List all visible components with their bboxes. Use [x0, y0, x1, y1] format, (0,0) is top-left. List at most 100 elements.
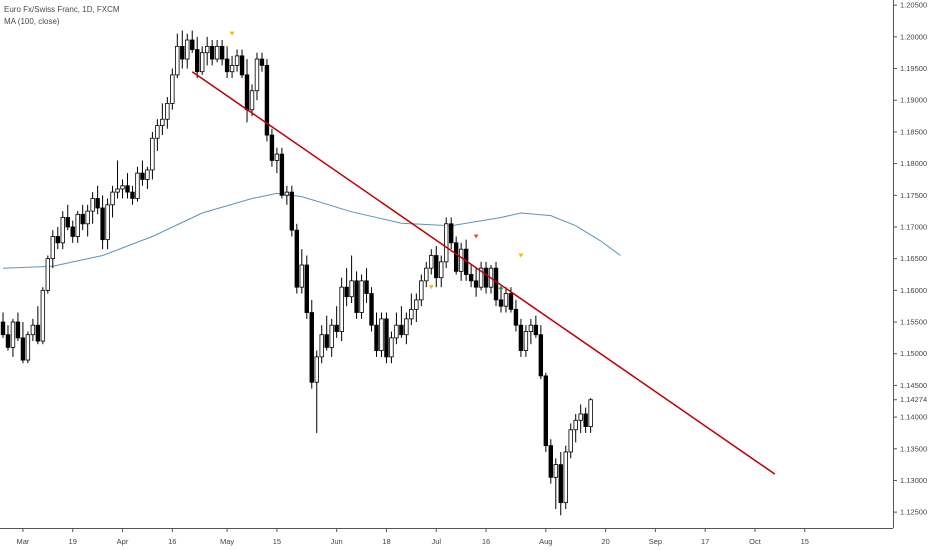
candle[interactable]: [75, 211, 80, 243]
candle[interactable]: [15, 312, 21, 342]
candle[interactable]: [369, 287, 374, 332]
candle[interactable]: [70, 220, 75, 243]
candle[interactable]: [90, 192, 95, 224]
candle[interactable]: [439, 255, 444, 288]
candle[interactable]: [399, 306, 404, 338]
time-axis[interactable]: Mar 19 Apr 16 May 15 Jun 18 Jul 16 Aug 20 Sep 17 Oct 15: [0, 528, 893, 546]
candle[interactable]: [364, 268, 369, 304]
candle[interactable]: [80, 204, 85, 231]
candle[interactable]: [473, 268, 479, 297]
candle[interactable]: [105, 198, 110, 250]
candle[interactable]: [349, 255, 354, 304]
candle[interactable]: [125, 173, 130, 199]
signal-down-marker[interactable]: [473, 234, 479, 239]
candle[interactable]: [224, 46, 230, 79]
candle[interactable]: [145, 166, 150, 189]
candle[interactable]: [389, 331, 394, 364]
candle[interactable]: [394, 312, 399, 345]
candle[interactable]: [553, 458, 558, 509]
plot-area[interactable]: [0, 30, 776, 516]
candle[interactable]: [424, 261, 429, 288]
candle[interactable]: [429, 249, 434, 275]
candle[interactable]: [309, 299, 314, 389]
candle[interactable]: [85, 204, 90, 237]
candle[interactable]: [219, 40, 225, 66]
candle[interactable]: [150, 131, 155, 180]
candle[interactable]: [130, 185, 135, 205]
signal-up-marker[interactable]: [498, 285, 504, 290]
candle[interactable]: [468, 265, 474, 288]
candle[interactable]: [175, 33, 180, 79]
candle[interactable]: [419, 274, 424, 307]
candle[interactable]: [100, 195, 105, 250]
candle[interactable]: [110, 185, 115, 218]
candle[interactable]: [414, 293, 419, 323]
candle[interactable]: [379, 312, 384, 357]
candle[interactable]: [209, 40, 215, 66]
candle[interactable]: [294, 223, 300, 294]
candle[interactable]: [538, 325, 544, 380]
candle[interactable]: [563, 445, 568, 509]
candle[interactable]: [244, 59, 250, 123]
candle[interactable]: [10, 318, 16, 357]
candle[interactable]: [195, 36, 200, 79]
candle[interactable]: [254, 52, 260, 101]
candle[interactable]: [239, 49, 245, 79]
candle[interactable]: [548, 439, 553, 484]
candle[interactable]: [229, 55, 235, 79]
candle[interactable]: [289, 185, 295, 237]
trendline[interactable]: [191, 71, 776, 475]
candle[interactable]: [498, 287, 504, 313]
candle[interactable]: [249, 84, 255, 117]
ma-100-line[interactable]: [2, 192, 621, 269]
candle[interactable]: [165, 97, 170, 129]
candle[interactable]: [319, 325, 324, 364]
candle[interactable]: [453, 236, 459, 275]
candle[interactable]: [483, 261, 489, 294]
signal-down-marker[interactable]: [518, 253, 524, 258]
candle[interactable]: [493, 261, 499, 307]
signal-down-marker[interactable]: [428, 285, 434, 290]
candle[interactable]: [170, 68, 175, 110]
candle[interactable]: [434, 245, 439, 288]
candle[interactable]: [314, 350, 319, 433]
candle[interactable]: [533, 315, 539, 338]
candle[interactable]: [60, 211, 65, 250]
candle[interactable]: [284, 185, 290, 205]
candle[interactable]: [35, 306, 41, 345]
candle[interactable]: [528, 318, 534, 345]
candle[interactable]: [0, 312, 6, 338]
candle[interactable]: [404, 312, 409, 345]
candle[interactable]: [523, 325, 529, 357]
candle[interactable]: [448, 217, 454, 250]
candle[interactable]: [344, 268, 349, 307]
candle[interactable]: [558, 451, 563, 516]
candle[interactable]: [185, 33, 190, 69]
candle[interactable]: [20, 322, 26, 364]
candle[interactable]: [45, 255, 51, 294]
candle[interactable]: [359, 274, 364, 319]
candle[interactable]: [384, 312, 389, 364]
candle[interactable]: [304, 255, 309, 319]
candle[interactable]: [269, 128, 275, 167]
candle[interactable]: [95, 185, 100, 215]
candle[interactable]: [234, 49, 240, 72]
candle[interactable]: [354, 271, 359, 319]
candle[interactable]: [578, 404, 583, 433]
candle[interactable]: [513, 299, 519, 332]
candle[interactable]: [214, 40, 220, 63]
candle[interactable]: [334, 306, 339, 338]
candle[interactable]: [409, 293, 414, 326]
candle[interactable]: [543, 372, 549, 452]
candle[interactable]: [279, 147, 285, 199]
candle[interactable]: [573, 413, 578, 443]
candle[interactable]: [478, 261, 484, 291]
candle[interactable]: [274, 147, 280, 174]
candle[interactable]: [25, 331, 31, 364]
signal-down-marker[interactable]: [229, 31, 235, 36]
candle[interactable]: [5, 325, 11, 351]
candle[interactable]: [588, 398, 593, 433]
candle[interactable]: [503, 287, 509, 313]
candle[interactable]: [50, 230, 55, 269]
